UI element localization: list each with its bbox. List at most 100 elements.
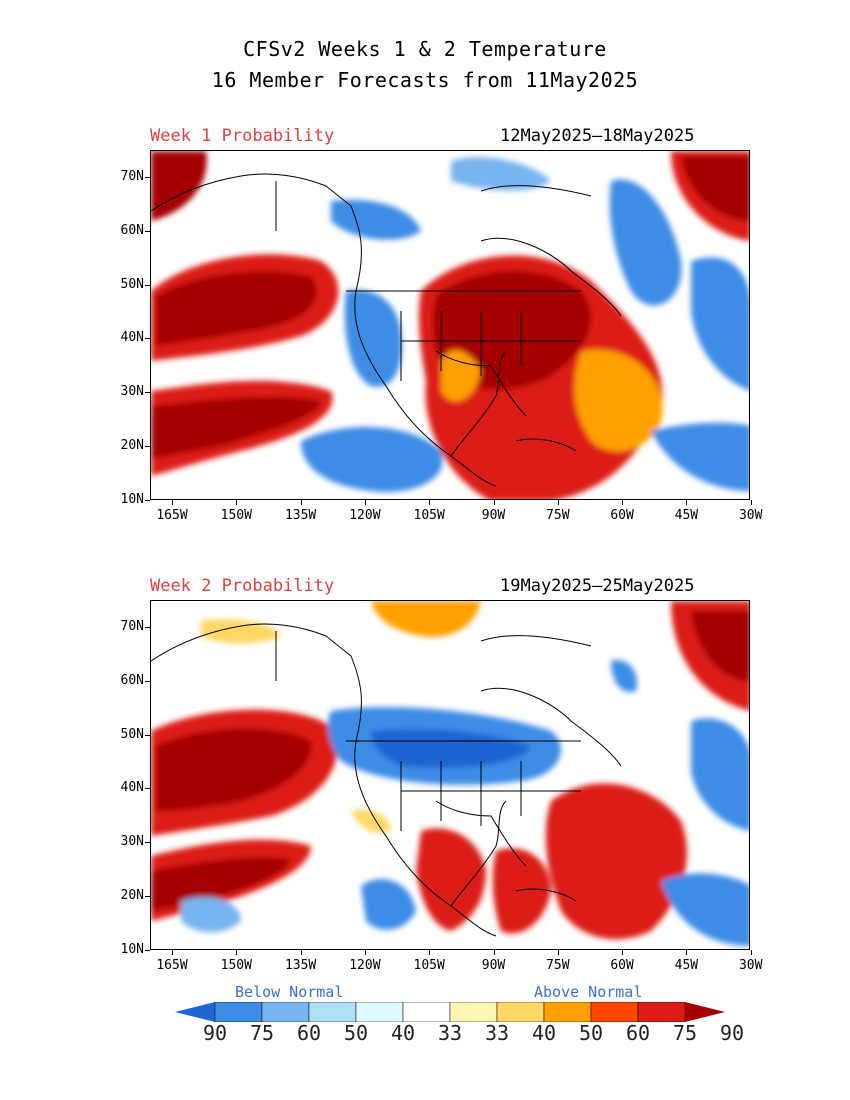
longitude-tick: [236, 500, 237, 505]
longitude-label: 75W: [546, 958, 570, 973]
legend-swatch: [449, 1001, 498, 1023]
longitude-tick: [365, 950, 366, 955]
latitude-tick: [145, 338, 150, 339]
longitude-label: 30W: [738, 508, 763, 523]
longitude-tick: [751, 950, 752, 955]
warm-core-pacific-south: [151, 396, 321, 459]
latitude-label: 10N: [120, 941, 144, 957]
warm-core-pacific-north: [156, 728, 312, 811]
latitude-tick: [145, 177, 150, 178]
warm-region-atlantic: [545, 783, 687, 940]
legend-tick-label: 60: [625, 1021, 651, 1045]
longitude-tick: [558, 950, 559, 955]
longitude-tick: [365, 500, 366, 505]
longitude-label: 120W: [349, 958, 381, 973]
warm-region-mexico: [416, 828, 486, 931]
latitude-tick: [145, 735, 150, 736]
longitude-label: 30W: [738, 958, 763, 973]
latitude-label: 40N: [120, 330, 144, 346]
longitude-label: 165W: [156, 958, 188, 973]
longitude-label: 75W: [546, 508, 570, 523]
cool-region-east-pacific: [301, 427, 443, 492]
cool-region-north-atlantic: [691, 718, 749, 831]
cool-region-labrador-sea: [609, 179, 682, 306]
legend-below-normal-label: Below Normal: [235, 983, 344, 1001]
longitude-tick: [494, 500, 495, 505]
latitude-label: 50N: [120, 276, 144, 292]
cool-region-west-us: [344, 290, 402, 387]
legend-swatch: [175, 1002, 215, 1022]
longitude-tick: [558, 500, 559, 505]
longitude-label: 90W: [481, 508, 506, 523]
warm-region-atlantic: [574, 349, 663, 452]
longitude-label: 150W: [220, 508, 252, 523]
figure-subtitle: 16 Member Forecasts from 11May2025: [211, 68, 639, 92]
legend-tick-label: 40: [531, 1021, 557, 1045]
latitude-label: 60N: [120, 222, 144, 238]
legend-swatch: [590, 1001, 639, 1023]
coastlines: [151, 623, 622, 937]
legend-tick-label: 75: [672, 1021, 698, 1045]
legend-tick-label: 40: [390, 1021, 416, 1045]
latitude-tick: [145, 950, 150, 951]
legend-tick-label: 50: [578, 1021, 604, 1045]
legend-tick-label: 75: [249, 1021, 275, 1045]
legend-tick-label: 33: [437, 1021, 463, 1045]
longitude-tick: [429, 500, 430, 505]
legend-tick-label: 50: [343, 1021, 369, 1045]
legend-swatch: [355, 1001, 404, 1023]
panel2-dates: 19May2025‒25May2025: [500, 576, 695, 596]
latitude-tick: [145, 392, 150, 393]
latitude-label: 30N: [120, 834, 144, 850]
longitude-label: 135W: [284, 958, 317, 973]
latitude-tick: [145, 842, 150, 843]
legend-tick-label: 90: [202, 1021, 228, 1045]
latitude-label: 70N: [120, 619, 144, 634]
longitude-tick: [686, 500, 687, 505]
latitude-tick: [145, 231, 150, 232]
cool-region-east-pacific: [361, 879, 416, 930]
longitude-label: 90W: [481, 958, 506, 973]
week2-probability-map: [150, 600, 750, 950]
latitude-tick: [145, 627, 150, 628]
latitude-label: 40N: [120, 780, 144, 796]
latitude-label: 20N: [120, 888, 144, 903]
legend-tick-label: 33: [484, 1021, 510, 1045]
latitude-label: 50N: [120, 726, 144, 742]
longitude-label: 120W: [349, 508, 381, 523]
latitude-label: 20N: [120, 438, 144, 453]
legend-tick-label: 60: [296, 1021, 322, 1045]
cool-region-canada: [331, 199, 421, 240]
longitude-tick: [494, 950, 495, 955]
longitude-label: 150W: [220, 958, 252, 973]
cool-core-northern-us: [371, 729, 531, 768]
latitude-tick: [145, 681, 150, 682]
longitude-tick: [429, 950, 430, 955]
panel1-label: Week 1 Probability: [150, 126, 335, 146]
figure-title: CFSv2 Weeks 1 & 2 Temperature: [243, 37, 607, 61]
longitude-label: 105W: [413, 508, 445, 523]
longitude-tick: [751, 500, 752, 505]
legend-swatch: [402, 1001, 451, 1023]
cool-region-north-atlantic: [691, 257, 749, 391]
legend-swatch: [543, 1001, 592, 1023]
latitude-tick: [145, 500, 150, 501]
longitude-tick: [301, 500, 302, 505]
longitude-tick: [236, 950, 237, 955]
longitude-label: 165W: [156, 508, 188, 523]
legend-swatch: [496, 1001, 545, 1023]
coastlines: [151, 173, 622, 487]
longitude-tick: [622, 950, 623, 955]
warm-core-pacific-north: [156, 271, 317, 346]
longitude-label: 45W: [674, 508, 699, 523]
latitude-label: 70N: [120, 169, 144, 184]
latitude-tick: [145, 896, 150, 897]
legend-swatch: [685, 1002, 725, 1022]
panel2-label: Week 2 Probability: [150, 576, 335, 596]
longitude-label: 105W: [413, 958, 445, 973]
latitude-label: 30N: [120, 384, 144, 400]
longitude-label: 60W: [610, 958, 634, 973]
longitude-label: 45W: [674, 958, 699, 973]
latitude-label: 60N: [120, 672, 144, 688]
latitude-label: 10N: [120, 491, 144, 507]
